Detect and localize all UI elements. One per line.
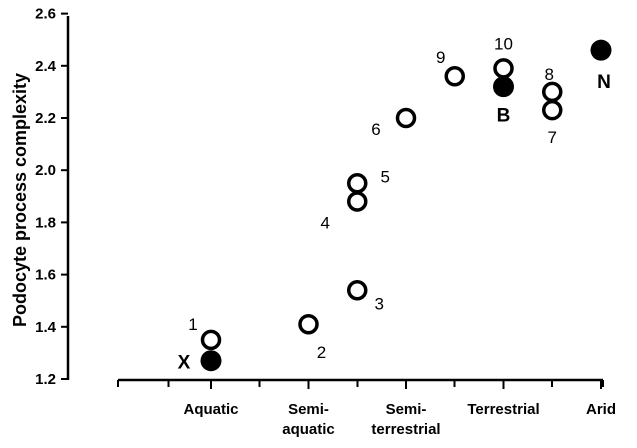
y-axis-label: Podocyte process complexity <box>10 73 30 327</box>
data-point-open <box>347 280 368 301</box>
data-point-label: B <box>497 106 511 127</box>
data-point-open <box>200 329 222 351</box>
x-tick-label: Semi- <box>288 401 329 418</box>
data-point-filled <box>493 76 514 98</box>
y-tick-label: 1.8 <box>35 214 56 231</box>
data-point-open <box>347 173 368 194</box>
x-tick-label: aquatic <box>282 421 335 438</box>
y-tick-label: 1.6 <box>35 267 56 284</box>
data-point-label: 2 <box>317 343 326 362</box>
y-tick-label: 2.2 <box>35 110 56 127</box>
data-point-label: 9 <box>436 48 445 67</box>
data-point-label: 1 <box>188 315 197 334</box>
data-point-open <box>542 81 563 103</box>
data-point-filled <box>200 350 222 372</box>
data-point-label: 6 <box>371 120 380 139</box>
data-point-label: 4 <box>321 214 330 233</box>
data-point-label: 3 <box>375 294 384 313</box>
data-point-open <box>542 99 563 121</box>
data-point-label: 5 <box>381 167 390 186</box>
x-tick-label: Semi- <box>386 401 427 418</box>
y-tick-label: 2.4 <box>35 58 57 75</box>
data-point-open <box>298 313 319 335</box>
y-tick-label: 2.0 <box>35 162 56 179</box>
data-point-open <box>347 191 368 212</box>
data-point-label: 8 <box>545 65 554 84</box>
data-point-label: 10 <box>494 34 513 53</box>
x-tick-label: Arid <box>586 401 616 418</box>
data-point-filled <box>590 39 612 61</box>
data-point-label: 7 <box>548 128 557 147</box>
data-point-open <box>444 65 465 87</box>
data-point-label: N <box>597 72 611 93</box>
y-tick-label: 1.4 <box>35 319 57 336</box>
data-point-label: X <box>178 353 191 374</box>
data-point-open <box>395 107 417 129</box>
x-tick-label: Aquatic <box>183 401 238 418</box>
x-tick-label: Terrestrial <box>467 401 539 418</box>
data-point-open <box>493 58 514 79</box>
y-tick-label: 1.2 <box>35 371 56 388</box>
x-tick-label: terrestrial <box>371 421 440 438</box>
y-tick-label: 2.6 <box>35 6 56 23</box>
